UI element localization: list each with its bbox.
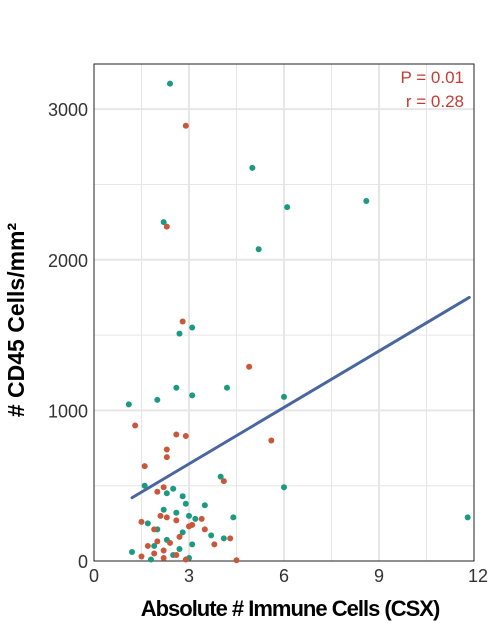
data-point-teal <box>148 556 154 563</box>
data-point-teal <box>160 506 167 513</box>
data-point-teal <box>363 198 370 205</box>
y-tick-label: 1000 <box>48 401 88 421</box>
data-point-orange <box>227 535 234 542</box>
data-point-teal <box>141 482 148 489</box>
data-point-teal <box>173 384 180 391</box>
data-point-teal <box>167 80 173 87</box>
data-point-orange <box>173 431 180 438</box>
data-point-teal <box>281 393 287 400</box>
data-point-orange <box>160 484 167 491</box>
data-point-orange <box>198 515 205 522</box>
data-point-orange <box>141 463 148 470</box>
data-point-teal <box>170 485 177 492</box>
data-point-teal <box>208 532 215 539</box>
data-point-orange <box>167 539 173 546</box>
data-point-orange <box>138 518 145 525</box>
data-point-teal <box>249 164 256 171</box>
p-value-annotation: P = 0.01 <box>401 68 465 87</box>
data-point-orange <box>160 547 167 554</box>
x-tick-label: 9 <box>374 566 384 586</box>
data-point-teal <box>154 396 161 403</box>
data-point-teal <box>192 515 199 522</box>
data-point-orange <box>186 523 192 530</box>
data-point-orange <box>138 553 145 560</box>
data-point-teal <box>220 535 227 542</box>
data-point-orange <box>154 538 161 545</box>
data-point-orange <box>144 542 151 549</box>
data-point-orange <box>201 526 208 533</box>
data-point-orange <box>154 488 161 495</box>
data-point-teal <box>176 330 183 337</box>
data-point-orange <box>163 514 170 521</box>
data-point-teal <box>176 545 183 552</box>
data-point-orange <box>163 223 170 230</box>
data-point-orange <box>246 363 253 370</box>
grid <box>94 64 474 561</box>
x-tick-label: 3 <box>184 566 194 586</box>
data-point-orange <box>182 122 189 129</box>
data-point-teal <box>189 541 196 548</box>
x-axis-title: Absolute # Immune Cells (CSX) <box>141 596 440 621</box>
r-value-annotation: r = 0.28 <box>406 92 464 111</box>
x-tick-label: 12 <box>468 566 488 586</box>
data-point-teal <box>182 500 189 507</box>
data-point-teal <box>129 548 135 555</box>
data-point-teal <box>284 204 291 211</box>
y-axis-ticks: 0 1000 2000 3000 <box>48 100 88 572</box>
data-point-orange <box>173 517 180 524</box>
data-point-teal <box>189 324 196 331</box>
data-point-teal <box>173 509 180 516</box>
data-point-orange <box>179 318 186 325</box>
data-point-orange <box>220 478 227 485</box>
data-point-orange <box>176 533 183 540</box>
data-point-teal <box>160 219 167 226</box>
data-point-teal <box>144 520 151 527</box>
data-point-teal <box>230 514 237 521</box>
data-point-orange <box>151 550 158 557</box>
regression-line <box>130 295 471 500</box>
x-axis-ticks: 0 3 6 9 12 <box>89 566 488 586</box>
data-points <box>125 80 471 564</box>
y-tick-label: 0 <box>78 552 88 572</box>
data-point-teal <box>201 502 208 509</box>
data-point-orange <box>132 422 139 429</box>
x-tick-label: 6 <box>279 566 289 586</box>
x-tick-label: 0 <box>89 566 99 586</box>
y-tick-label: 2000 <box>48 251 88 271</box>
y-tick-label: 3000 <box>48 100 88 120</box>
plot-frame <box>93 63 475 562</box>
data-point-orange <box>163 446 170 453</box>
data-point-orange <box>182 556 189 563</box>
data-point-teal <box>125 401 132 408</box>
data-point-orange <box>268 437 275 444</box>
data-point-orange <box>233 557 240 564</box>
data-point-orange <box>211 541 218 548</box>
data-point-orange <box>182 432 189 439</box>
data-point-orange <box>160 554 167 561</box>
data-point-teal <box>217 473 224 480</box>
data-point-teal <box>179 493 186 500</box>
data-point-teal <box>179 529 186 536</box>
data-point-orange <box>151 526 158 533</box>
data-point-teal <box>186 512 192 519</box>
data-point-teal <box>464 514 471 521</box>
data-point-teal <box>255 246 262 253</box>
data-point-orange <box>157 512 164 519</box>
data-point-teal <box>224 384 230 391</box>
data-point-teal <box>163 490 170 497</box>
data-point-orange <box>163 454 170 461</box>
data-point-teal <box>281 484 287 491</box>
data-point-orange <box>173 551 180 558</box>
data-point-teal <box>151 542 158 549</box>
y-axis-title: # CD45 Cells/mm² <box>3 223 29 418</box>
data-point-teal <box>189 392 196 399</box>
